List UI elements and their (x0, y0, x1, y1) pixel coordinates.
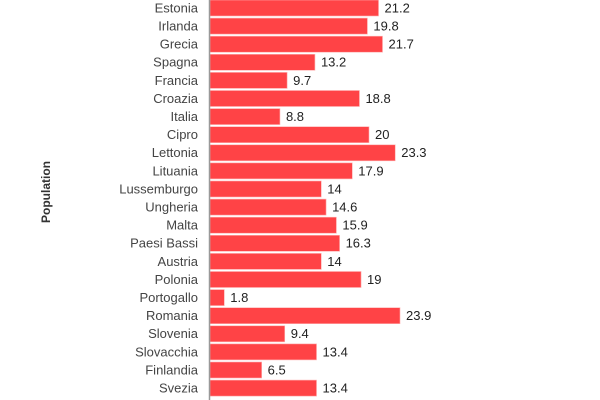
category-label: Romania (146, 308, 199, 323)
bar-slovacchia (209, 343, 317, 361)
category-label: Polonia (155, 272, 199, 287)
value-label: 15.9 (342, 218, 367, 233)
value-label: 9.4 (291, 326, 309, 341)
category-label: Grecia (160, 37, 199, 52)
bar-ungheria (209, 198, 327, 216)
bar-polonia (209, 271, 362, 288)
value-label: 17.9 (358, 163, 383, 178)
category-label: Slovacchia (135, 344, 199, 359)
category-label: Cipro (167, 127, 198, 142)
value-label: 14 (327, 254, 341, 269)
value-label: 21.2 (385, 0, 410, 15)
value-label: 1.8 (230, 290, 248, 305)
category-label: Francia (155, 73, 199, 88)
value-label: 9.7 (293, 73, 311, 88)
value-label: 8.8 (286, 109, 304, 124)
bar-portogallo (209, 289, 225, 306)
category-label: Austria (158, 254, 199, 269)
category-label: Portogallo (139, 290, 198, 305)
value-label: 13.2 (321, 55, 346, 70)
bar-estonia (209, 0, 379, 17)
bar-austria (209, 253, 322, 270)
category-label: Lussemburgo (119, 181, 198, 196)
category-label: Italia (171, 109, 199, 124)
bar-romania (209, 307, 401, 325)
category-label: Croazia (153, 91, 199, 106)
value-label: 14 (327, 181, 341, 196)
bar-paesi-bassi (209, 235, 340, 252)
value-label: 13.4 (323, 344, 348, 359)
bar-croazia (209, 90, 360, 107)
category-label: Paesi Bassi (130, 236, 198, 251)
category-label: Ungheria (145, 200, 199, 215)
bar-finlandia (209, 361, 262, 379)
bar-slovenia (209, 325, 286, 343)
bar-grecia (209, 35, 383, 53)
category-label: Irlanda (158, 19, 199, 34)
category-label: Svezia (159, 381, 199, 396)
value-label: 6.5 (268, 362, 286, 377)
bar-spagna (209, 53, 316, 71)
value-label: 21.7 (389, 37, 414, 52)
bar-irlanda (209, 17, 368, 35)
bar-malta (209, 216, 337, 234)
bar-lussemburgo (209, 180, 322, 198)
value-label: 20 (375, 127, 389, 142)
value-label: 19 (367, 272, 381, 287)
category-label: Estonia (155, 0, 199, 15)
bar-italia (209, 108, 281, 125)
value-label: 16.3 (346, 236, 371, 251)
bar-svezia (209, 379, 317, 397)
value-label: 14.6 (332, 200, 357, 215)
value-label: 13.4 (323, 381, 348, 396)
value-label: 23.3 (401, 145, 426, 160)
bar-cipro (209, 126, 370, 143)
bar-francia (209, 72, 288, 89)
value-label: 18.8 (365, 91, 390, 106)
value-label: 19.8 (373, 19, 398, 34)
bar-lettonia (209, 144, 396, 162)
y-axis-label: Population (39, 161, 53, 223)
value-label: 23.9 (406, 308, 431, 323)
bar-lituania (209, 162, 353, 180)
category-label: Lituania (152, 163, 198, 178)
category-label: Malta (166, 218, 199, 233)
category-label: Lettonia (152, 145, 199, 160)
category-label: Slovenia (148, 326, 199, 341)
category-label: Finlandia (145, 362, 199, 377)
category-label: Spagna (153, 55, 199, 70)
